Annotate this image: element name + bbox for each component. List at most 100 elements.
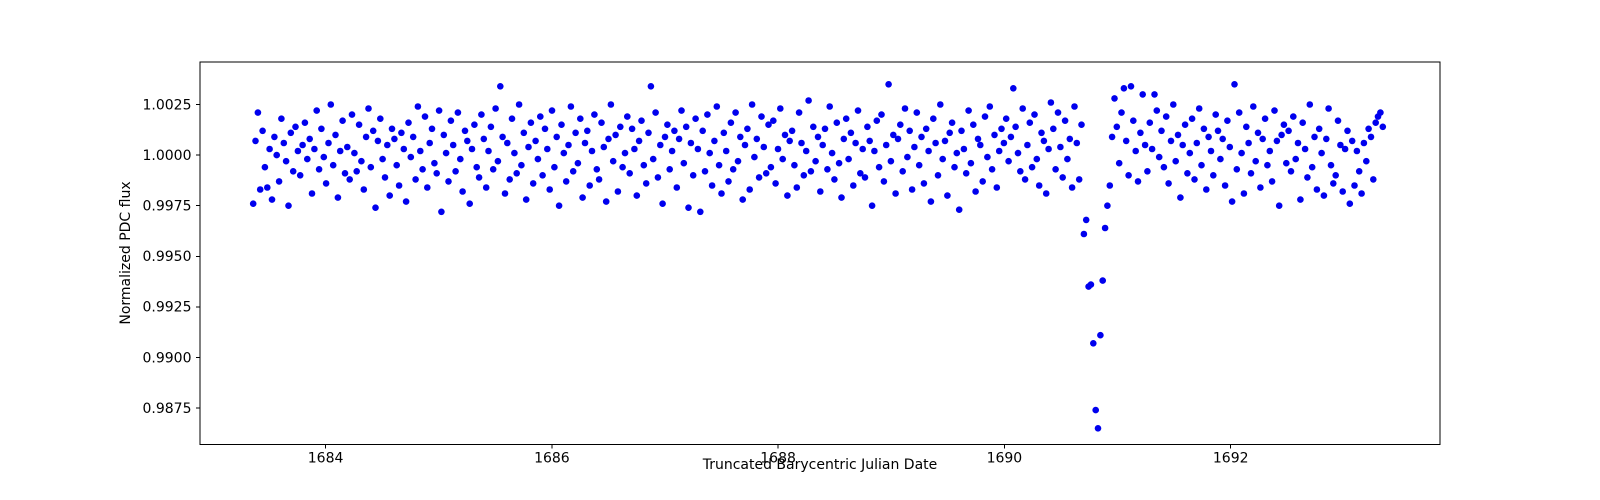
data-point <box>1301 145 1309 153</box>
data-point <box>1247 170 1255 177</box>
data-point <box>315 166 323 173</box>
data-point <box>1205 133 1212 141</box>
data-point <box>508 115 516 122</box>
data-point <box>431 159 438 167</box>
data-point <box>264 184 271 191</box>
data-point <box>532 137 539 145</box>
data-point <box>850 182 857 189</box>
data-point <box>1224 117 1231 124</box>
data-point <box>249 200 257 207</box>
data-point <box>1275 202 1283 209</box>
data-point <box>713 103 721 110</box>
data-point <box>786 137 793 145</box>
data-point <box>1235 109 1243 116</box>
data-point <box>1221 182 1229 189</box>
data-point <box>638 117 645 124</box>
data-point <box>1111 95 1118 102</box>
data-point <box>812 157 819 165</box>
data-point <box>525 143 532 151</box>
data-point <box>1139 91 1146 98</box>
data-point <box>1057 143 1064 151</box>
data-point <box>925 147 932 155</box>
data-point <box>334 194 342 201</box>
data-point <box>417 147 424 155</box>
data-point <box>645 129 652 137</box>
data-point <box>868 202 876 209</box>
data-point <box>671 127 678 135</box>
data-point <box>708 182 716 189</box>
data-point <box>480 135 488 143</box>
x-axis-label: Truncated Barycentric Julian Date <box>702 457 938 473</box>
data-point <box>593 166 601 173</box>
data-point <box>1052 166 1059 173</box>
data-point <box>1311 133 1318 141</box>
data-point <box>955 206 963 213</box>
data-point <box>1217 155 1224 163</box>
data-point <box>1341 145 1349 153</box>
data-point <box>539 172 546 179</box>
data-point <box>777 105 784 112</box>
data-point <box>915 161 923 169</box>
data-point <box>506 176 513 183</box>
data-point <box>734 157 742 165</box>
data-point <box>271 133 278 141</box>
data-point <box>765 121 772 128</box>
data-point <box>1094 425 1102 432</box>
data-point <box>1010 85 1017 92</box>
data-point <box>741 141 749 149</box>
data-point <box>1360 139 1368 147</box>
data-point <box>1344 127 1351 135</box>
data-point <box>984 153 991 161</box>
data-point <box>577 115 584 122</box>
data-point <box>1031 111 1038 118</box>
data-point <box>904 153 911 161</box>
data-point <box>1334 117 1342 124</box>
data-point <box>668 147 676 155</box>
data-point <box>522 196 530 203</box>
data-point <box>494 157 502 165</box>
data-point <box>414 103 422 110</box>
data-point <box>840 135 848 143</box>
data-point <box>1106 182 1114 189</box>
data-point <box>454 109 462 116</box>
data-point <box>845 155 852 163</box>
data-point <box>475 174 483 181</box>
data-point <box>831 176 838 183</box>
data-point <box>289 168 297 175</box>
data-point <box>504 139 511 147</box>
data-point <box>1035 182 1043 189</box>
data-point <box>939 155 946 163</box>
data-point <box>1261 115 1269 122</box>
data-point <box>781 131 789 139</box>
data-point <box>1219 135 1226 143</box>
data-point <box>520 129 528 137</box>
data-point <box>386 192 394 199</box>
data-point <box>468 145 476 153</box>
data-point <box>697 208 704 216</box>
data-point <box>426 139 434 147</box>
data-point <box>774 145 782 153</box>
data-point <box>252 137 259 145</box>
x-tick-label: 1692 <box>1213 451 1249 467</box>
data-point <box>1207 147 1215 155</box>
data-point <box>1028 163 1036 171</box>
data-point <box>558 121 565 128</box>
data-point <box>598 119 605 126</box>
data-point <box>555 202 563 209</box>
data-point <box>1245 139 1252 147</box>
data-point <box>894 135 902 143</box>
data-point <box>802 147 810 155</box>
data-point <box>1064 155 1071 163</box>
data-point <box>1101 224 1109 232</box>
data-point <box>1214 127 1222 135</box>
axis-ticks <box>196 104 1232 449</box>
data-point <box>1080 230 1088 238</box>
data-point <box>1327 161 1335 169</box>
data-point <box>852 139 859 147</box>
data-point <box>1294 139 1302 147</box>
data-point <box>492 105 499 112</box>
data-point <box>701 168 709 175</box>
data-point <box>628 125 636 133</box>
data-point <box>1313 186 1321 193</box>
data-point <box>527 119 535 126</box>
